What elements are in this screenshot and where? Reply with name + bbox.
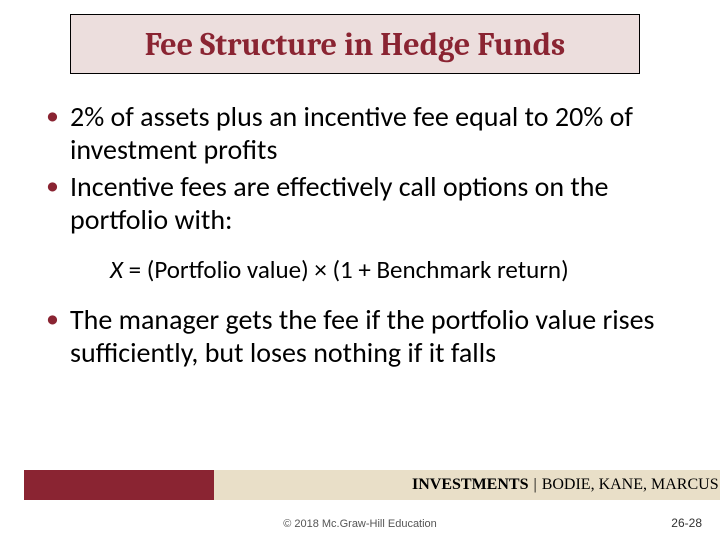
bullet-list-after: The manager gets the fee if the portfoli… xyxy=(40,303,680,369)
content-area: 2% of assets plus an incentive fee equal… xyxy=(40,100,680,373)
footer-investments-label: INVESTMENTS xyxy=(412,476,528,494)
bullet-item: Incentive fees are effectively call opti… xyxy=(40,170,680,236)
slide-title: Fee Structure in Hedge Funds xyxy=(145,26,565,63)
slide: Fee Structure in Hedge Funds 2% of asset… xyxy=(0,0,720,540)
footer-bar: INVESTMENTS | BODIE, KANE, MARCUS xyxy=(24,470,720,500)
formula-expression: = (Portfolio value) × (1 + Benchmark ret… xyxy=(123,254,569,285)
bullet-list: 2% of assets plus an incentive fee equal… xyxy=(40,100,680,236)
copyright-text: © 2018 Mc.Graw-Hill Education xyxy=(0,518,720,530)
formula-variable: X xyxy=(110,254,123,285)
footer-text-block: INVESTMENTS | BODIE, KANE, MARCUS xyxy=(214,470,720,500)
footer-separator: | xyxy=(533,476,536,494)
formula-line: X = (Portfolio value) × (1 + Benchmark r… xyxy=(40,254,680,285)
page-number: 26-28 xyxy=(671,516,702,530)
bullet-item: 2% of assets plus an incentive fee equal… xyxy=(40,100,680,166)
footer-accent-block xyxy=(24,470,214,500)
bullet-item: The manager gets the fee if the portfoli… xyxy=(40,303,680,369)
title-box: Fee Structure in Hedge Funds xyxy=(70,14,640,74)
footer-authors: BODIE, KANE, MARCUS xyxy=(542,476,719,494)
